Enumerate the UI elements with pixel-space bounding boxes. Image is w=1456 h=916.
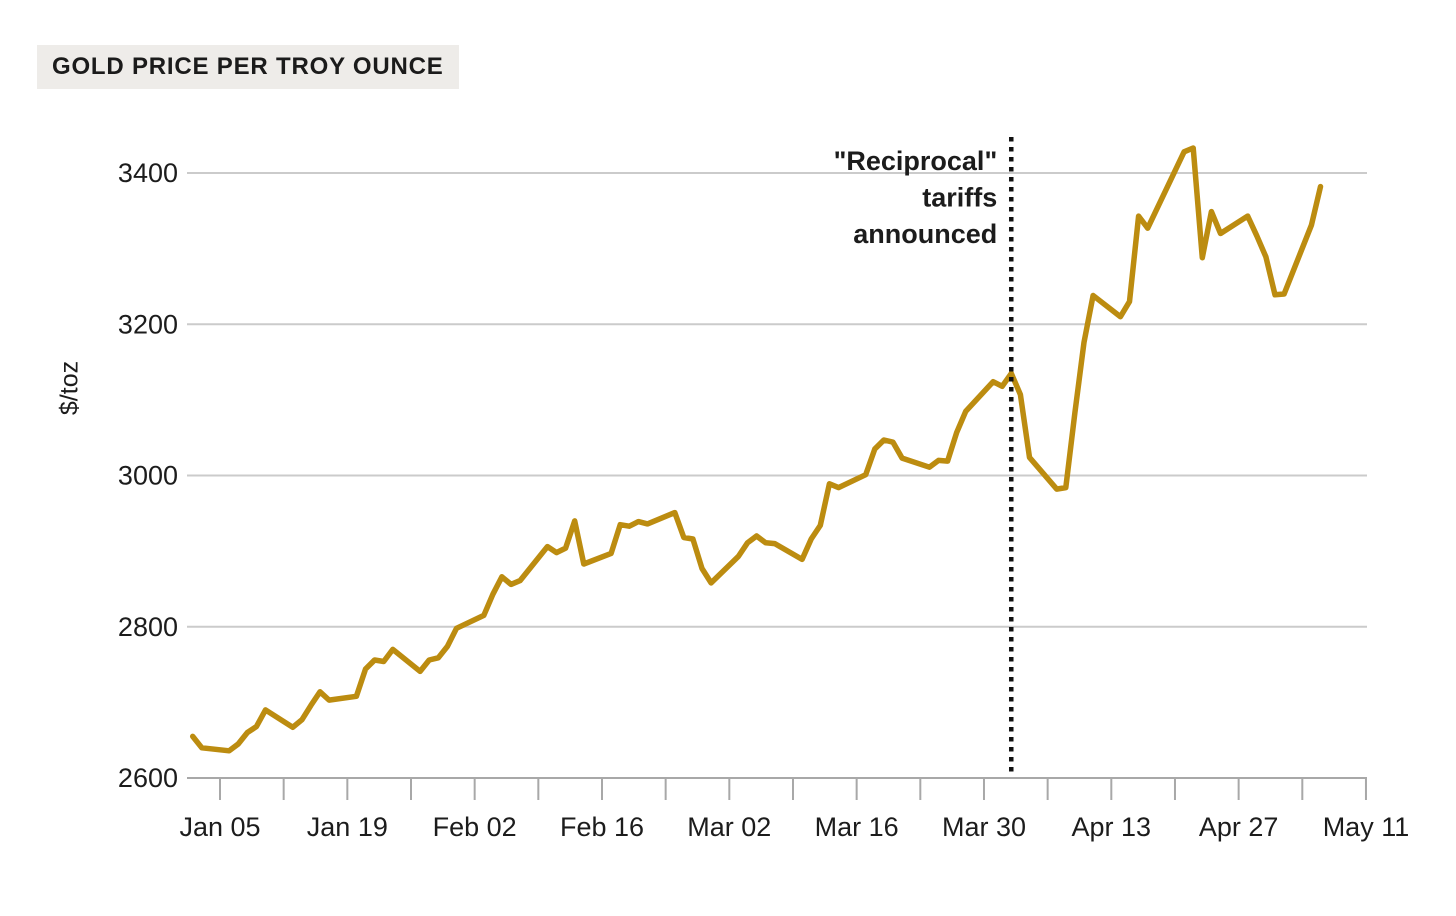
x-tick-label: Apr 13 <box>1072 812 1152 842</box>
y-tick-label: 3000 <box>118 461 178 491</box>
y-tick-label: 2800 <box>118 612 178 642</box>
y-tick-label: 2600 <box>118 763 178 793</box>
x-tick-label: May 11 <box>1323 812 1410 842</box>
x-tick-label: Apr 27 <box>1199 812 1279 842</box>
x-tick-label: Mar 30 <box>942 812 1026 842</box>
x-tick-label: Mar 16 <box>815 812 899 842</box>
gold-price-line <box>189 145 1324 754</box>
x-tick-label: Feb 02 <box>433 812 517 842</box>
tariffs-annotation-text: announced <box>853 219 997 249</box>
x-tick-label: Jan 19 <box>307 812 388 842</box>
x-tick-label: Mar 02 <box>687 812 771 842</box>
x-tick-label: Jan 05 <box>179 812 260 842</box>
y-tick-label: 3400 <box>118 158 178 188</box>
tariffs-annotation-text: "Reciprocal" <box>834 146 998 176</box>
tariffs-annotation-text: tariffs <box>922 183 997 213</box>
y-tick-label: 3200 <box>118 309 178 339</box>
x-tick-label: Feb 16 <box>560 812 644 842</box>
chart-title: GOLD PRICE PER TROY OUNCE <box>37 45 459 89</box>
